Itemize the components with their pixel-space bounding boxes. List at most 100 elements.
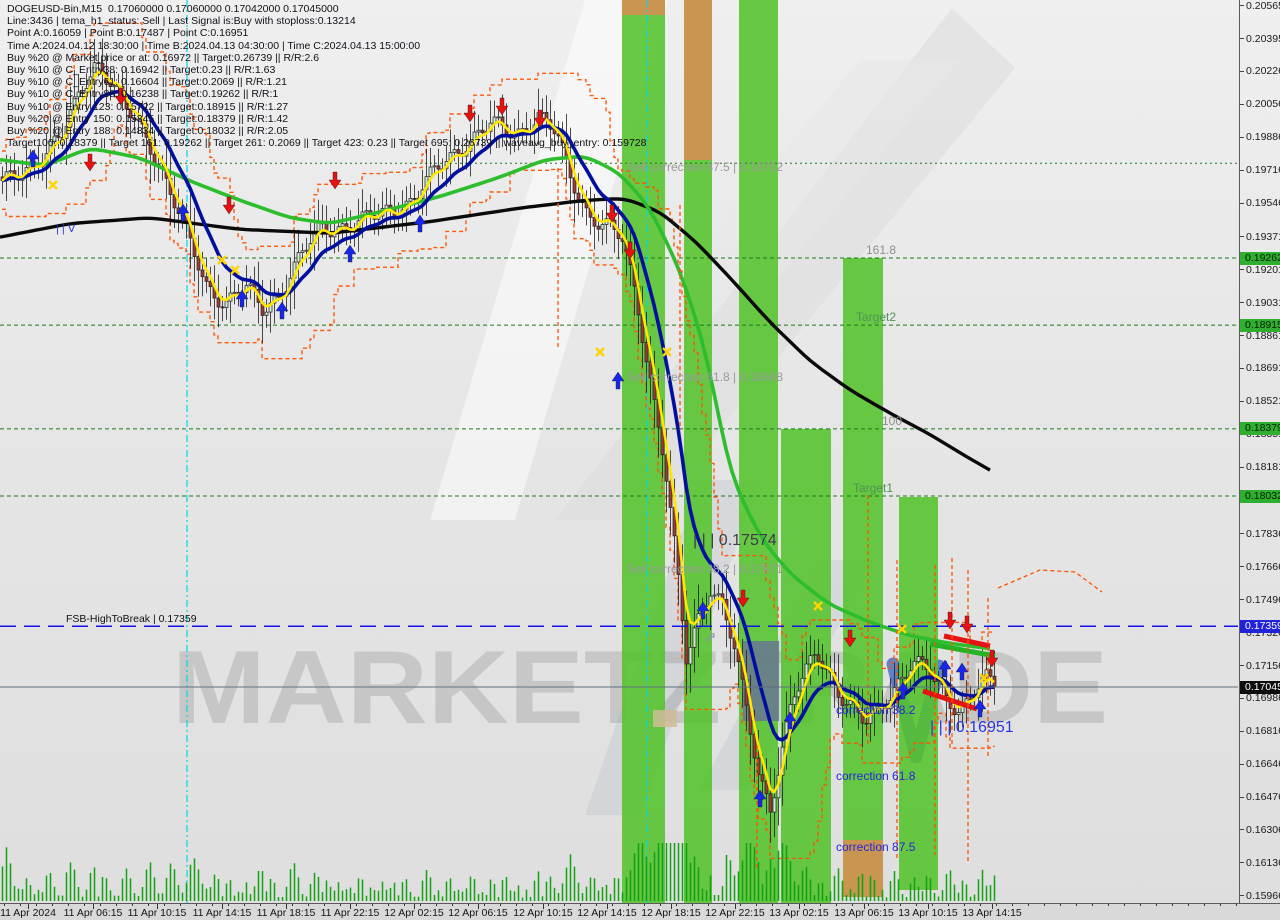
price-axis-label: 0.19716 <box>1246 164 1280 177</box>
time-minor-tick <box>196 904 197 906</box>
sell-arrow-icon[interactable] <box>985 649 999 668</box>
time-minor-tick <box>1044 904 1045 906</box>
trailing-stop-line <box>2 124 995 860</box>
zone-box[interactable] <box>743 641 779 721</box>
time-minor-tick <box>52 904 53 906</box>
sell-arrow-icon[interactable] <box>605 204 619 223</box>
time-tick <box>671 904 672 909</box>
price-axis-label: 0.16646 <box>1246 758 1280 771</box>
buy-arrow-icon[interactable] <box>753 789 767 808</box>
buy-arrow-icon[interactable] <box>275 301 289 320</box>
time-tick <box>157 904 158 909</box>
price-axis[interactable]: 0.20565 0.20395 0.20226 0.20056 0.19886 0.197… <box>1239 0 1280 903</box>
trend-segment[interactable] <box>929 641 996 659</box>
time-minor-tick <box>548 904 549 906</box>
price-tick <box>1240 533 1244 535</box>
time-minor-tick <box>996 904 997 906</box>
sell-arrow-icon[interactable] <box>463 104 477 123</box>
time-axis[interactable]: 11 Apr 2024 11 Apr 06:15 11 Apr 10:15 11 Ap… <box>0 903 1280 920</box>
time-minor-tick <box>468 904 469 906</box>
price-axis-label: 0.17156 <box>1246 659 1280 672</box>
time-tick <box>992 904 993 909</box>
buy-arrow-icon[interactable] <box>235 289 249 308</box>
buy-arrow-icon[interactable] <box>176 203 190 222</box>
buy-arrow-icon[interactable] <box>696 601 710 620</box>
price-axis-label: 0.20226 <box>1246 65 1280 78</box>
sell-arrow-icon[interactable] <box>222 196 236 215</box>
time-axis-label: 12 Apr 06:15 <box>448 907 508 919</box>
time-minor-tick <box>1156 904 1157 906</box>
time-minor-tick <box>580 904 581 906</box>
buy-arrow-icon[interactable] <box>26 149 40 168</box>
time-minor-tick <box>324 904 325 906</box>
price-tick <box>1240 829 1244 831</box>
price-tick <box>1240 38 1244 40</box>
sell-arrow-icon[interactable] <box>623 241 637 260</box>
time-tick <box>799 904 800 909</box>
price-badge-green: 0.18379 <box>1240 422 1280 436</box>
buy-arrow-icon[interactable] <box>896 681 910 700</box>
sell-arrow-icon[interactable] <box>960 615 974 634</box>
green-band <box>843 258 883 897</box>
price-axis-label: 0.20395 <box>1246 32 1280 45</box>
signal-bands <box>622 0 938 903</box>
time-minor-tick <box>1092 904 1093 906</box>
time-minor-tick <box>564 904 565 906</box>
time-minor-tick <box>1140 904 1141 906</box>
green-ma-line <box>0 147 991 651</box>
time-minor-tick <box>884 904 885 906</box>
sell-arrow-icon[interactable] <box>328 171 342 190</box>
sell-arrow-icon[interactable] <box>114 87 128 106</box>
sell-arrow-icon[interactable] <box>495 97 509 116</box>
time-minor-tick <box>660 904 661 906</box>
time-axis-label: 11 Apr 22:15 <box>320 907 380 919</box>
buy-arrow-icon[interactable] <box>938 659 952 678</box>
time-minor-tick <box>1124 904 1125 906</box>
buy-arrow-icon[interactable] <box>973 699 987 718</box>
entry-marker-icon <box>813 601 823 611</box>
price-axis-label: 0.16306 <box>1246 823 1280 836</box>
price-tick <box>1240 70 1244 72</box>
time-minor-tick <box>644 904 645 906</box>
time-minor-tick <box>308 904 309 906</box>
time-axis-label: 13 Apr 14:15 <box>962 907 1022 919</box>
time-minor-tick <box>820 904 821 906</box>
price-tick <box>1240 335 1244 337</box>
price-axis-label: 0.17496 <box>1246 593 1280 606</box>
time-minor-tick <box>532 904 533 906</box>
zone-box[interactable] <box>653 710 677 727</box>
time-axis-label: 11 Apr 06:15 <box>63 907 123 919</box>
stop-tail-line <box>997 569 1103 593</box>
buy-arrow-icon[interactable] <box>611 371 625 390</box>
volume-bars <box>1 843 996 901</box>
time-minor-tick <box>964 904 965 906</box>
time-minor-tick <box>1060 904 1061 906</box>
buy-arrow-icon[interactable] <box>343 244 357 263</box>
price-tick <box>1240 566 1244 568</box>
price-axis-label: 0.19886 <box>1246 131 1280 144</box>
time-minor-tick <box>244 904 245 906</box>
buy-arrow-icon[interactable] <box>413 214 427 233</box>
time-axis-label: 11 Apr 18:15 <box>256 907 316 919</box>
price-tick <box>1240 236 1244 238</box>
buy-arrow-icon[interactable] <box>955 662 969 681</box>
price-tick <box>1240 665 1244 667</box>
time-minor-tick <box>260 904 261 906</box>
time-minor-tick <box>228 904 229 906</box>
price-axis-label: 0.16476 <box>1246 791 1280 804</box>
time-minor-tick <box>164 904 165 906</box>
buy-arrow-icon[interactable] <box>783 711 797 730</box>
sell-arrow-icon[interactable] <box>83 153 97 172</box>
price-tick <box>1240 367 1244 369</box>
sell-arrow-icon[interactable] <box>533 109 547 128</box>
price-badge-green: 0.18915 <box>1240 318 1280 332</box>
price-axis-label: 0.18691 <box>1246 362 1280 375</box>
sell-arrow-icon[interactable] <box>943 611 957 630</box>
sell-arrow-icon[interactable] <box>843 629 857 648</box>
sell-arrow-icon[interactable] <box>736 589 750 608</box>
price-axis-label: 0.19201 <box>1246 263 1280 276</box>
time-minor-tick <box>356 904 357 906</box>
time-minor-tick <box>804 904 805 906</box>
time-minor-tick <box>436 904 437 906</box>
